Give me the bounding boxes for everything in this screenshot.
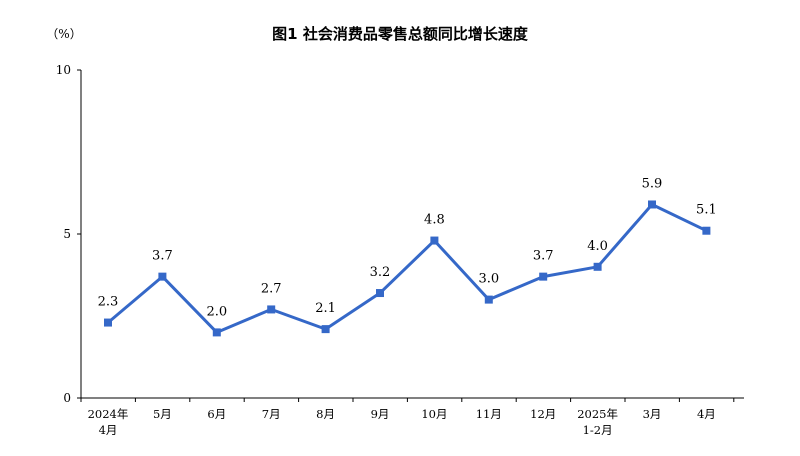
x-tick-label: 6月: [207, 407, 226, 421]
series-line-group: [104, 200, 711, 337]
data-label: 2.1: [315, 301, 336, 316]
y-tick-label: 10: [56, 63, 71, 77]
x-tick-label: 4月: [697, 407, 716, 421]
x-tick-label: 12月: [530, 407, 556, 421]
y-unit-label: （%）: [46, 27, 81, 41]
series-line: [107, 203, 708, 334]
data-point-marker: [430, 236, 439, 245]
data-point-marker: [158, 272, 167, 281]
data-label: 3.0: [478, 272, 499, 287]
data-label: 2.3: [98, 295, 119, 310]
data-point-marker: [484, 295, 493, 304]
x-tick-label: 11月: [476, 407, 502, 421]
data-label: 3.7: [152, 249, 173, 264]
axes: 0 5 10 2024年 4月 5月 6月 7月 8月 9月 10月 11月 12月 2025年 1-2月 3…: [56, 63, 744, 437]
x-tick-label: 7月: [262, 407, 281, 421]
data-label: 4.8: [424, 213, 445, 228]
data-label: 3.7: [533, 249, 554, 264]
x-tick-label: 8月: [316, 407, 335, 421]
data-label: 5.1: [696, 203, 717, 218]
x-tick-label: 4月: [99, 423, 118, 437]
x-tick-label: 1-2月: [583, 423, 613, 437]
data-point-marker: [702, 226, 711, 235]
data-label: 2.0: [206, 304, 227, 319]
data-label: 2.7: [261, 281, 282, 296]
x-tick-label: 2024年: [88, 407, 129, 421]
data-point-marker: [321, 325, 330, 334]
x-tick-label: 10月: [421, 407, 447, 421]
data-point-marker: [267, 305, 276, 314]
data-point-marker: [648, 200, 656, 209]
data-point-marker: [104, 318, 112, 327]
y-tick-label: 5: [63, 227, 71, 241]
x-tick-label: 3月: [643, 407, 662, 421]
x-tick-label: 2025年: [577, 407, 618, 421]
data-point-marker: [212, 328, 221, 337]
data-labels: 2.3 3.7 2.0 2.7 2.1 3.2 4.8 3.0 3.7 4.0 5.9 5.1: [98, 176, 717, 319]
data-label: 5.9: [642, 176, 663, 191]
data-point-marker: [376, 289, 384, 298]
data-point-marker: [539, 272, 548, 281]
chart-title: 图1 社会消费品零售总额同比增长速度: [272, 25, 529, 43]
data-label: 3.2: [370, 265, 391, 280]
x-tick-label: 5月: [153, 407, 172, 421]
x-tick-label: 9月: [371, 407, 390, 421]
data-label: 4.0: [587, 239, 608, 254]
data-point-marker: [593, 262, 602, 271]
y-tick-label: 0: [63, 391, 71, 405]
